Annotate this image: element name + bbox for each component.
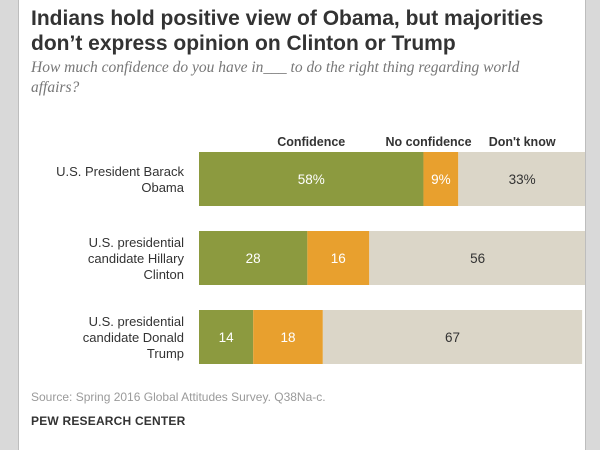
data-label: 18 [280, 330, 295, 345]
bar-segment-confidence [199, 152, 424, 206]
data-label: 14 [219, 330, 235, 345]
bar-segment-dont-know [322, 310, 583, 364]
data-label: 16 [331, 251, 346, 266]
category-label: U.S. presidential [89, 314, 184, 329]
category-label: Obama [141, 180, 184, 195]
brand-label: PEW RESEARCH CENTER [31, 414, 186, 428]
data-label: 28 [246, 251, 261, 266]
data-label: 33% [509, 172, 536, 187]
stacked-bar-chart: Confidence No confidence Don't know U.S. Pr… [56, 135, 585, 364]
data-label: 58% [298, 172, 325, 187]
legend-don-t-know: Don't know [489, 135, 556, 149]
category-label: Trump [147, 346, 184, 361]
legend-confidence: Confidence [277, 135, 345, 149]
category-label: candidate Donald [83, 330, 184, 345]
category-label: U.S. President Barack [56, 164, 184, 179]
bar-segment-dont-know [369, 231, 585, 285]
category-label: candidate Hillary [88, 251, 185, 266]
bar-segment-no-confidence [253, 310, 323, 364]
chart-card: Indians hold positive view of Obama, but… [18, 0, 586, 450]
legend-no-confidence: No confidence [385, 135, 471, 149]
chart-title: Indians hold positive view of Obama, but… [31, 7, 544, 55]
source-note: Source: Spring 2016 Global Attitudes Sur… [31, 390, 326, 404]
bar-segment-confidence [199, 231, 308, 285]
data-label: 56 [470, 251, 485, 266]
bar-segment-dont-know [458, 152, 585, 206]
category-label: U.S. presidential [89, 235, 184, 250]
data-label: 9% [431, 172, 451, 187]
bar-segment-no-confidence [423, 152, 459, 206]
bar-segment-no-confidence [307, 231, 370, 285]
bar-segment-confidence [199, 310, 254, 364]
category-label: Clinton [144, 267, 184, 282]
data-label: 67 [445, 330, 460, 345]
chart-subtitle: How much confidence do you have in___ to… [31, 59, 520, 96]
